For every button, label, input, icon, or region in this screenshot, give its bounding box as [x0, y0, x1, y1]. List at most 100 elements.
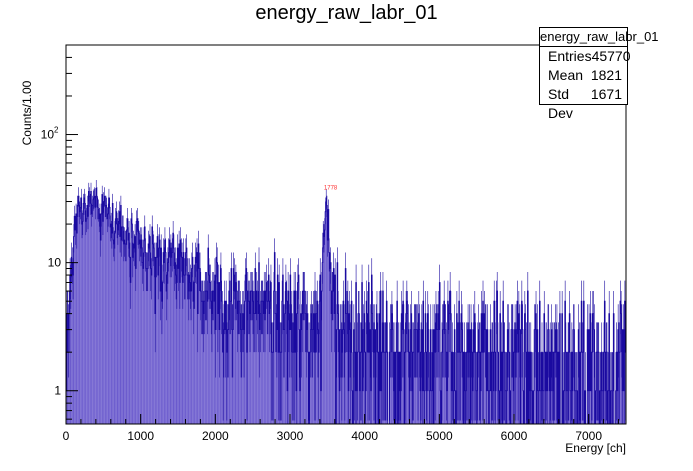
histogram-bin: [250, 291, 252, 424]
y-tick-label: 1: [54, 384, 61, 398]
histogram-bin: [324, 229, 326, 424]
histogram-bin: [120, 205, 122, 424]
histogram-bin: [199, 268, 201, 424]
histogram-bin: [184, 275, 186, 424]
histogram-bin: [449, 291, 451, 424]
histogram-bin: [98, 209, 99, 424]
histogram-bin: [164, 240, 166, 424]
histogram-bin: [104, 205, 106, 424]
histogram-bin: [145, 252, 146, 424]
histogram-bin: [175, 262, 176, 424]
histogram-bin: [220, 268, 222, 424]
stats-title: energy_raw_labr_01: [540, 28, 659, 47]
histogram-bin: [209, 282, 211, 424]
histogram-bin: [107, 218, 108, 424]
histogram-bin: [78, 205, 80, 424]
histogram-bin: [323, 236, 325, 424]
histogram-bin: [173, 248, 175, 424]
histogram-bin: [207, 301, 208, 424]
histogram-bin: [119, 211, 120, 424]
histogram-bin: [127, 218, 128, 424]
histogram-bin: [333, 268, 335, 424]
histogram-bin: [204, 291, 206, 424]
histogram-bin: [329, 268, 331, 424]
histogram-bin: [198, 268, 200, 424]
histogram-bin: [136, 218, 138, 424]
histogram-bin: [98, 218, 100, 424]
histogram-bin: [145, 268, 147, 424]
histogram-bin: [187, 275, 189, 424]
histogram-bin: [337, 262, 338, 424]
histogram-bin: [322, 233, 324, 424]
histogram-bin: [518, 313, 520, 424]
histogram-bin: [107, 213, 109, 424]
y-tick-label: 10: [48, 256, 62, 270]
histogram-bin: [254, 313, 255, 424]
histogram-bin: [137, 229, 139, 424]
histogram-bin: [291, 313, 293, 424]
x-axis-label: Energy [ch]: [565, 441, 626, 455]
histogram-bin: [207, 248, 209, 424]
histogram-bin: [130, 282, 131, 424]
histogram-bin: [95, 207, 96, 424]
histogram-bin: [134, 236, 136, 424]
histogram-bin: [316, 313, 317, 424]
histogram-bin: [458, 301, 460, 424]
histogram-bin: [268, 275, 270, 424]
histogram-bin: [275, 313, 277, 424]
histogram-bin: [343, 301, 344, 424]
histogram-bin: [83, 203, 84, 424]
y-tick-exponent: 2: [54, 126, 59, 135]
histogram-bin: [275, 313, 276, 424]
histogram-bin: [282, 275, 284, 424]
stats-row-entries: Entries 45770: [540, 47, 631, 66]
histogram-bin: [152, 243, 154, 424]
histogram-bin: [110, 226, 111, 424]
histogram-bin: [140, 248, 142, 424]
histogram-outline: [65, 187, 626, 425]
histogram-bin: [89, 203, 91, 424]
histogram-bin: [357, 313, 359, 424]
histogram-bin: [133, 248, 135, 424]
histogram-bin: [70, 282, 72, 424]
x-tick-label: 0: [63, 429, 70, 443]
histogram-bin: [94, 196, 96, 424]
histogram-bin: [234, 291, 236, 424]
histogram-bin: [189, 282, 191, 424]
histogram-bin: [102, 221, 104, 424]
histogram-bin: [248, 301, 250, 424]
histogram-bin: [293, 291, 295, 424]
histogram-bin: [108, 197, 110, 424]
histogram-bin: [437, 313, 439, 424]
histogram-bin: [129, 257, 131, 424]
histogram-bin: [155, 257, 157, 424]
histogram-bin: [151, 275, 152, 424]
histogram-bin: [325, 211, 326, 424]
histogram-bin: [516, 301, 518, 424]
histogram-bin: [304, 291, 305, 424]
histogram-bin: [298, 275, 299, 424]
histogram-bin: [620, 301, 621, 424]
histogram-bin: [158, 248, 160, 424]
stats-box: energy_raw_labr_01 Entries 45770 Mean 18…: [539, 27, 659, 121]
histogram-bin: [77, 196, 79, 424]
histogram-bin: [186, 275, 188, 424]
histogram-bin: [228, 291, 230, 424]
histogram-bin: [80, 207, 81, 424]
histogram-bin: [242, 313, 244, 424]
histogram-bin: [219, 282, 221, 424]
histogram-bin: [71, 262, 73, 424]
histogram-bin: [101, 194, 103, 424]
histogram-bin: [182, 282, 184, 424]
x-tick-label: 6000: [501, 429, 528, 443]
histogram-bin: [402, 301, 404, 424]
histogram-bin: [172, 252, 173, 424]
histogram-bin: [128, 233, 130, 424]
x-tick-label: 2000: [202, 429, 229, 443]
histogram-bin: [255, 313, 257, 424]
histogram-bin: [125, 243, 127, 424]
histogram-bin: [274, 252, 276, 424]
histogram-bin: [310, 313, 312, 424]
histogram-bin: [136, 221, 137, 424]
histogram-bin: [234, 275, 235, 424]
